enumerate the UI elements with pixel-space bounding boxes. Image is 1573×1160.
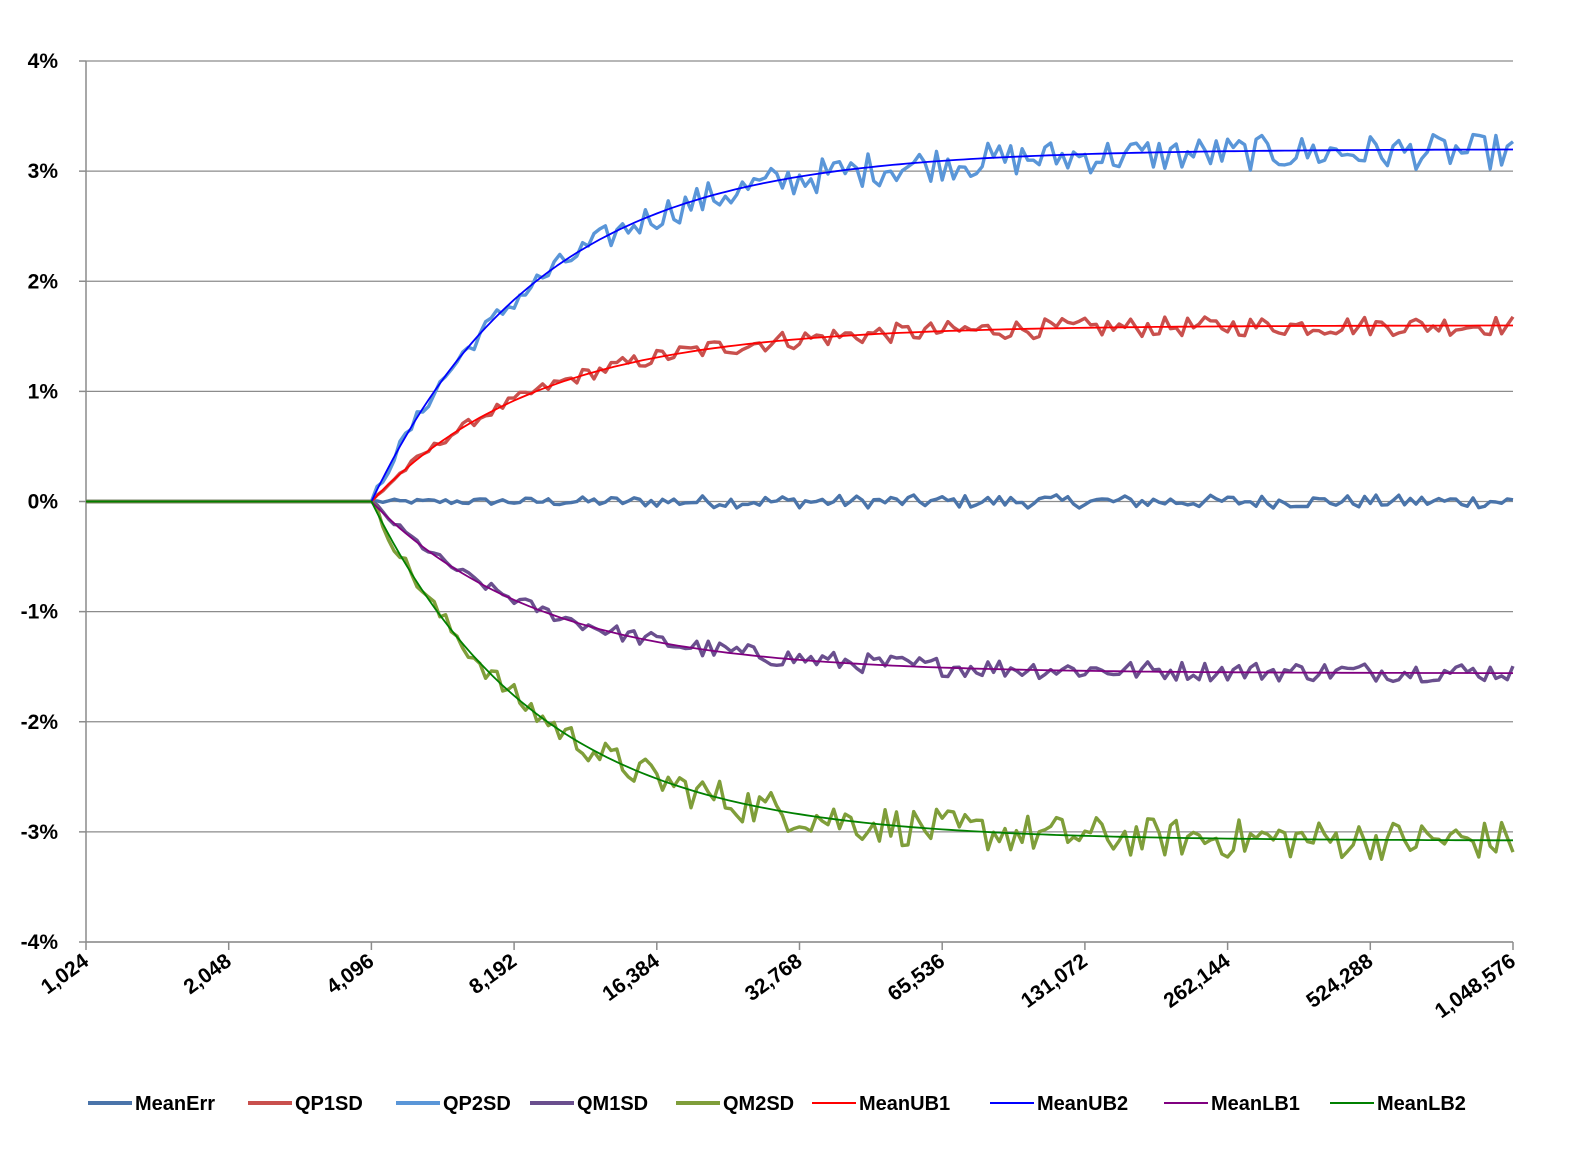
x-tick-label: 524,288 (1302, 949, 1377, 1012)
legend-label-meanerr: MeanErr (135, 1093, 215, 1115)
legend-label-meanlb1: MeanLB1 (1211, 1093, 1300, 1115)
x-tick-labels: 1,024 2,048 4,096 8,192 16,384 32,768 65,536 13… (37, 949, 1520, 1023)
x-tick-label: 262,144 (1160, 949, 1235, 1012)
series-line-meanerr (86, 493, 1514, 510)
y-tick-label: 3% (28, 160, 59, 183)
y-tick-label: -2% (21, 711, 59, 734)
x-tick-label: 8,192 (465, 949, 521, 999)
legend-label-meanub1: MeanUB1 (859, 1093, 950, 1115)
x-tick-label: 4,096 (322, 949, 378, 999)
x-tick-label: 16,384 (598, 949, 664, 1006)
series-line-qp1sd (86, 315, 1515, 504)
series-line-qp2sd (86, 132, 1515, 504)
x-tick-label: 1,048,576 (1431, 949, 1520, 1023)
y-tick-label: 2% (28, 270, 59, 293)
x-tick-label: 32,768 (741, 949, 807, 1006)
x-tick-label: 2,048 (180, 949, 236, 999)
y-tick-label: -3% (21, 821, 59, 844)
legend-label-qp2sd: QP2SD (443, 1093, 511, 1115)
series-line-meanlb2 (86, 500, 1513, 842)
legend-label-meanlb2: MeanLB2 (1377, 1093, 1466, 1115)
series-line-qm1sd (86, 499, 1515, 684)
legend-label-meanub2: MeanUB2 (1037, 1093, 1128, 1115)
legend: MeanErr QP1SD QP2SD QM1SD QM2SD MeanUB1 MeanUB… (88, 1093, 1466, 1115)
series-line-qm2sd (86, 499, 1515, 861)
series-lines (86, 132, 1515, 861)
y-tick-labels: 4% 3% 2% 1% 0% -1% -2% -3% -4% (21, 50, 59, 954)
y-tick-label: -1% (21, 601, 59, 624)
series-line-meanlb1 (86, 500, 1513, 674)
series-line-meanub1 (86, 324, 1513, 503)
y-tick-label: 1% (28, 380, 59, 403)
legend-label-qp1sd: QP1SD (295, 1093, 363, 1115)
x-tick-label: 65,536 (884, 949, 949, 1005)
series-line-meanub2 (86, 148, 1513, 503)
legend-label-qm2sd: QM2SD (723, 1093, 794, 1115)
y-tick-label: 4% (28, 50, 59, 73)
x-tick-label: 131,072 (1017, 949, 1092, 1012)
legend-label-qm1sd: QM1SD (577, 1093, 648, 1115)
y-tick-label: 0% (28, 491, 59, 514)
x-tick-label: 1,024 (37, 949, 93, 999)
y-tick-label: -4% (21, 931, 59, 954)
